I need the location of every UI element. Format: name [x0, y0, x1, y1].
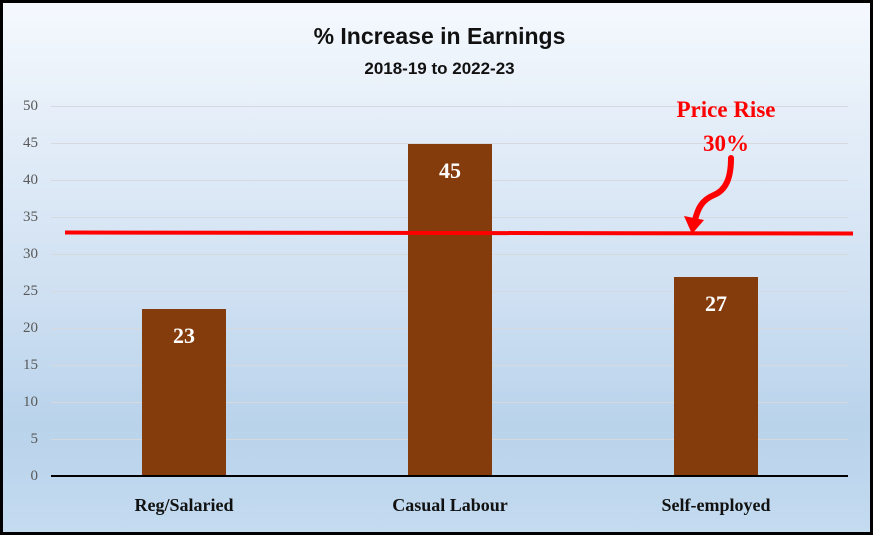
bar-value-label: 45 — [439, 158, 461, 183]
y-tick-label: 30 — [23, 246, 38, 262]
gridline — [51, 106, 848, 107]
y-tick-label: 15 — [23, 357, 38, 373]
y-tick-label: 25 — [23, 283, 38, 299]
price-rise-label: Price Rise — [676, 97, 776, 122]
y-tick-label: 50 — [23, 98, 38, 114]
y-tick-label: 10 — [23, 394, 38, 410]
price-rise-reference-line — [64, 230, 854, 236]
price-rise-value: 30% — [703, 131, 749, 156]
chart-title: % Increase in Earnings — [313, 23, 566, 49]
bar-value-label: 23 — [173, 323, 195, 348]
y-tick-label: 5 — [30, 431, 39, 447]
x-tick-label: Self-employed — [661, 495, 771, 515]
chart-subtitle: 2018-19 to 2022-23 — [364, 59, 515, 78]
bar-casual-labour: 45 — [408, 144, 492, 476]
x-axis-line — [51, 475, 848, 477]
y-tick-label: 0 — [30, 468, 39, 484]
gridline — [51, 143, 848, 144]
x-tick-label: Casual Labour — [392, 495, 508, 515]
y-tick-label: 40 — [23, 172, 38, 188]
arrowhead-icon — [684, 216, 704, 234]
bar-self-employed: 27 — [674, 277, 758, 476]
y-tick-label: 35 — [23, 209, 38, 225]
y-tick-label: 20 — [23, 320, 38, 336]
bar-reg-salaried: 23 — [142, 309, 226, 476]
curved-arrow-icon — [692, 155, 734, 223]
y-tick-label: 45 — [23, 135, 38, 151]
bar-value-label: 27 — [705, 291, 727, 316]
x-tick-label: Reg/Salaried — [134, 495, 234, 515]
